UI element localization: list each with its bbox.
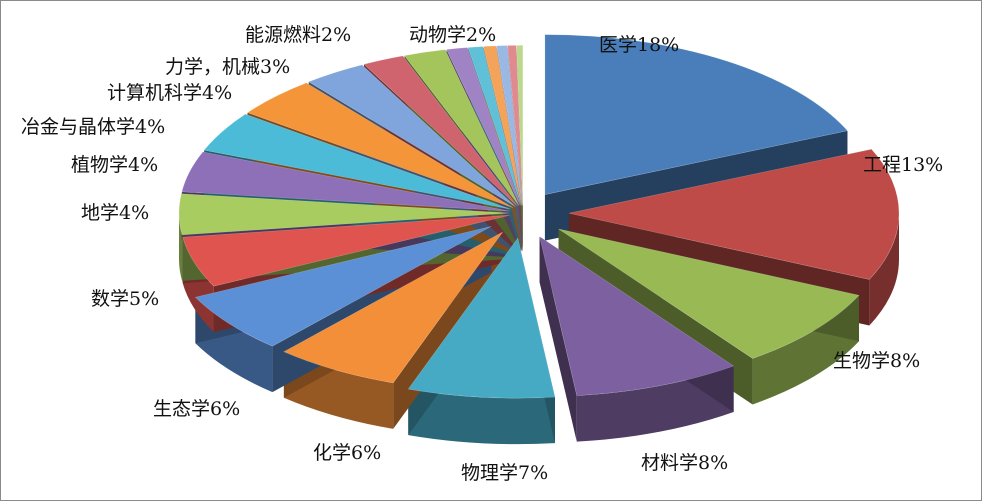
slice-动物学 <box>403 49 520 206</box>
slice-医学 <box>544 34 849 195</box>
slice-label-生态学: 生态学6% <box>153 398 240 420</box>
slice-计算机科学 <box>246 82 514 208</box>
slice-minor-19 <box>507 45 523 206</box>
slice-力学，机械 <box>308 64 516 207</box>
slice-冶金与晶体学 <box>203 113 511 210</box>
slice-label-植物学: 植物学4% <box>71 154 158 176</box>
slice-label-物理学: 物理学7% <box>461 462 548 484</box>
slice-minor-20 <box>516 45 524 206</box>
slice-wall-4 <box>408 389 555 445</box>
slice-wall-1 <box>869 213 899 326</box>
slice-label-生物学: 生物学8% <box>833 350 920 372</box>
slice-地学 <box>178 193 510 236</box>
slice-labels: 医学18% 工程13% 生物学8% 材料学8% 物理学7% 化学6% 生态学6% 数学5% 地学… <box>21 24 943 484</box>
slice-label-医学: 医学18% <box>599 34 679 56</box>
slice-label-数学: 数学5% <box>91 288 159 310</box>
slice-label-计算机科学: 计算机科学4% <box>107 82 232 104</box>
slice-材料学 <box>539 235 735 396</box>
slice-label-能源燃料: 能源燃料2% <box>245 24 351 46</box>
slice-化学 <box>283 231 503 384</box>
slice-label-材料学: 材料学8% <box>641 452 728 474</box>
slice-label-动物学: 动物学2% <box>409 24 496 46</box>
slice-数学 <box>182 214 510 287</box>
slice-label-冶金与晶体学: 冶金与晶体学4% <box>21 116 165 138</box>
slice-minor-17 <box>483 45 522 206</box>
slice-wall-8 <box>179 213 183 281</box>
slice-edge-3-1 <box>539 236 577 442</box>
slice-minor-15 <box>446 47 521 206</box>
slice-label-工程: 工程13% <box>863 154 943 176</box>
slice-label-力学，机械: 力学，机械3% <box>165 56 290 78</box>
slice-生态学 <box>194 226 492 347</box>
slice-能源燃料 <box>363 55 518 207</box>
slice-minor-16 <box>467 46 522 206</box>
slice-label-地学: 地学4% <box>81 202 149 224</box>
slice-工程 <box>568 148 900 280</box>
slice-生物学 <box>558 228 860 359</box>
slice-植物学 <box>181 151 510 212</box>
pie-slice-tops <box>178 34 900 399</box>
slice-label-化学: 化学6% <box>313 442 381 464</box>
slice-minor-18 <box>496 45 523 206</box>
slice-物理学 <box>407 237 556 399</box>
